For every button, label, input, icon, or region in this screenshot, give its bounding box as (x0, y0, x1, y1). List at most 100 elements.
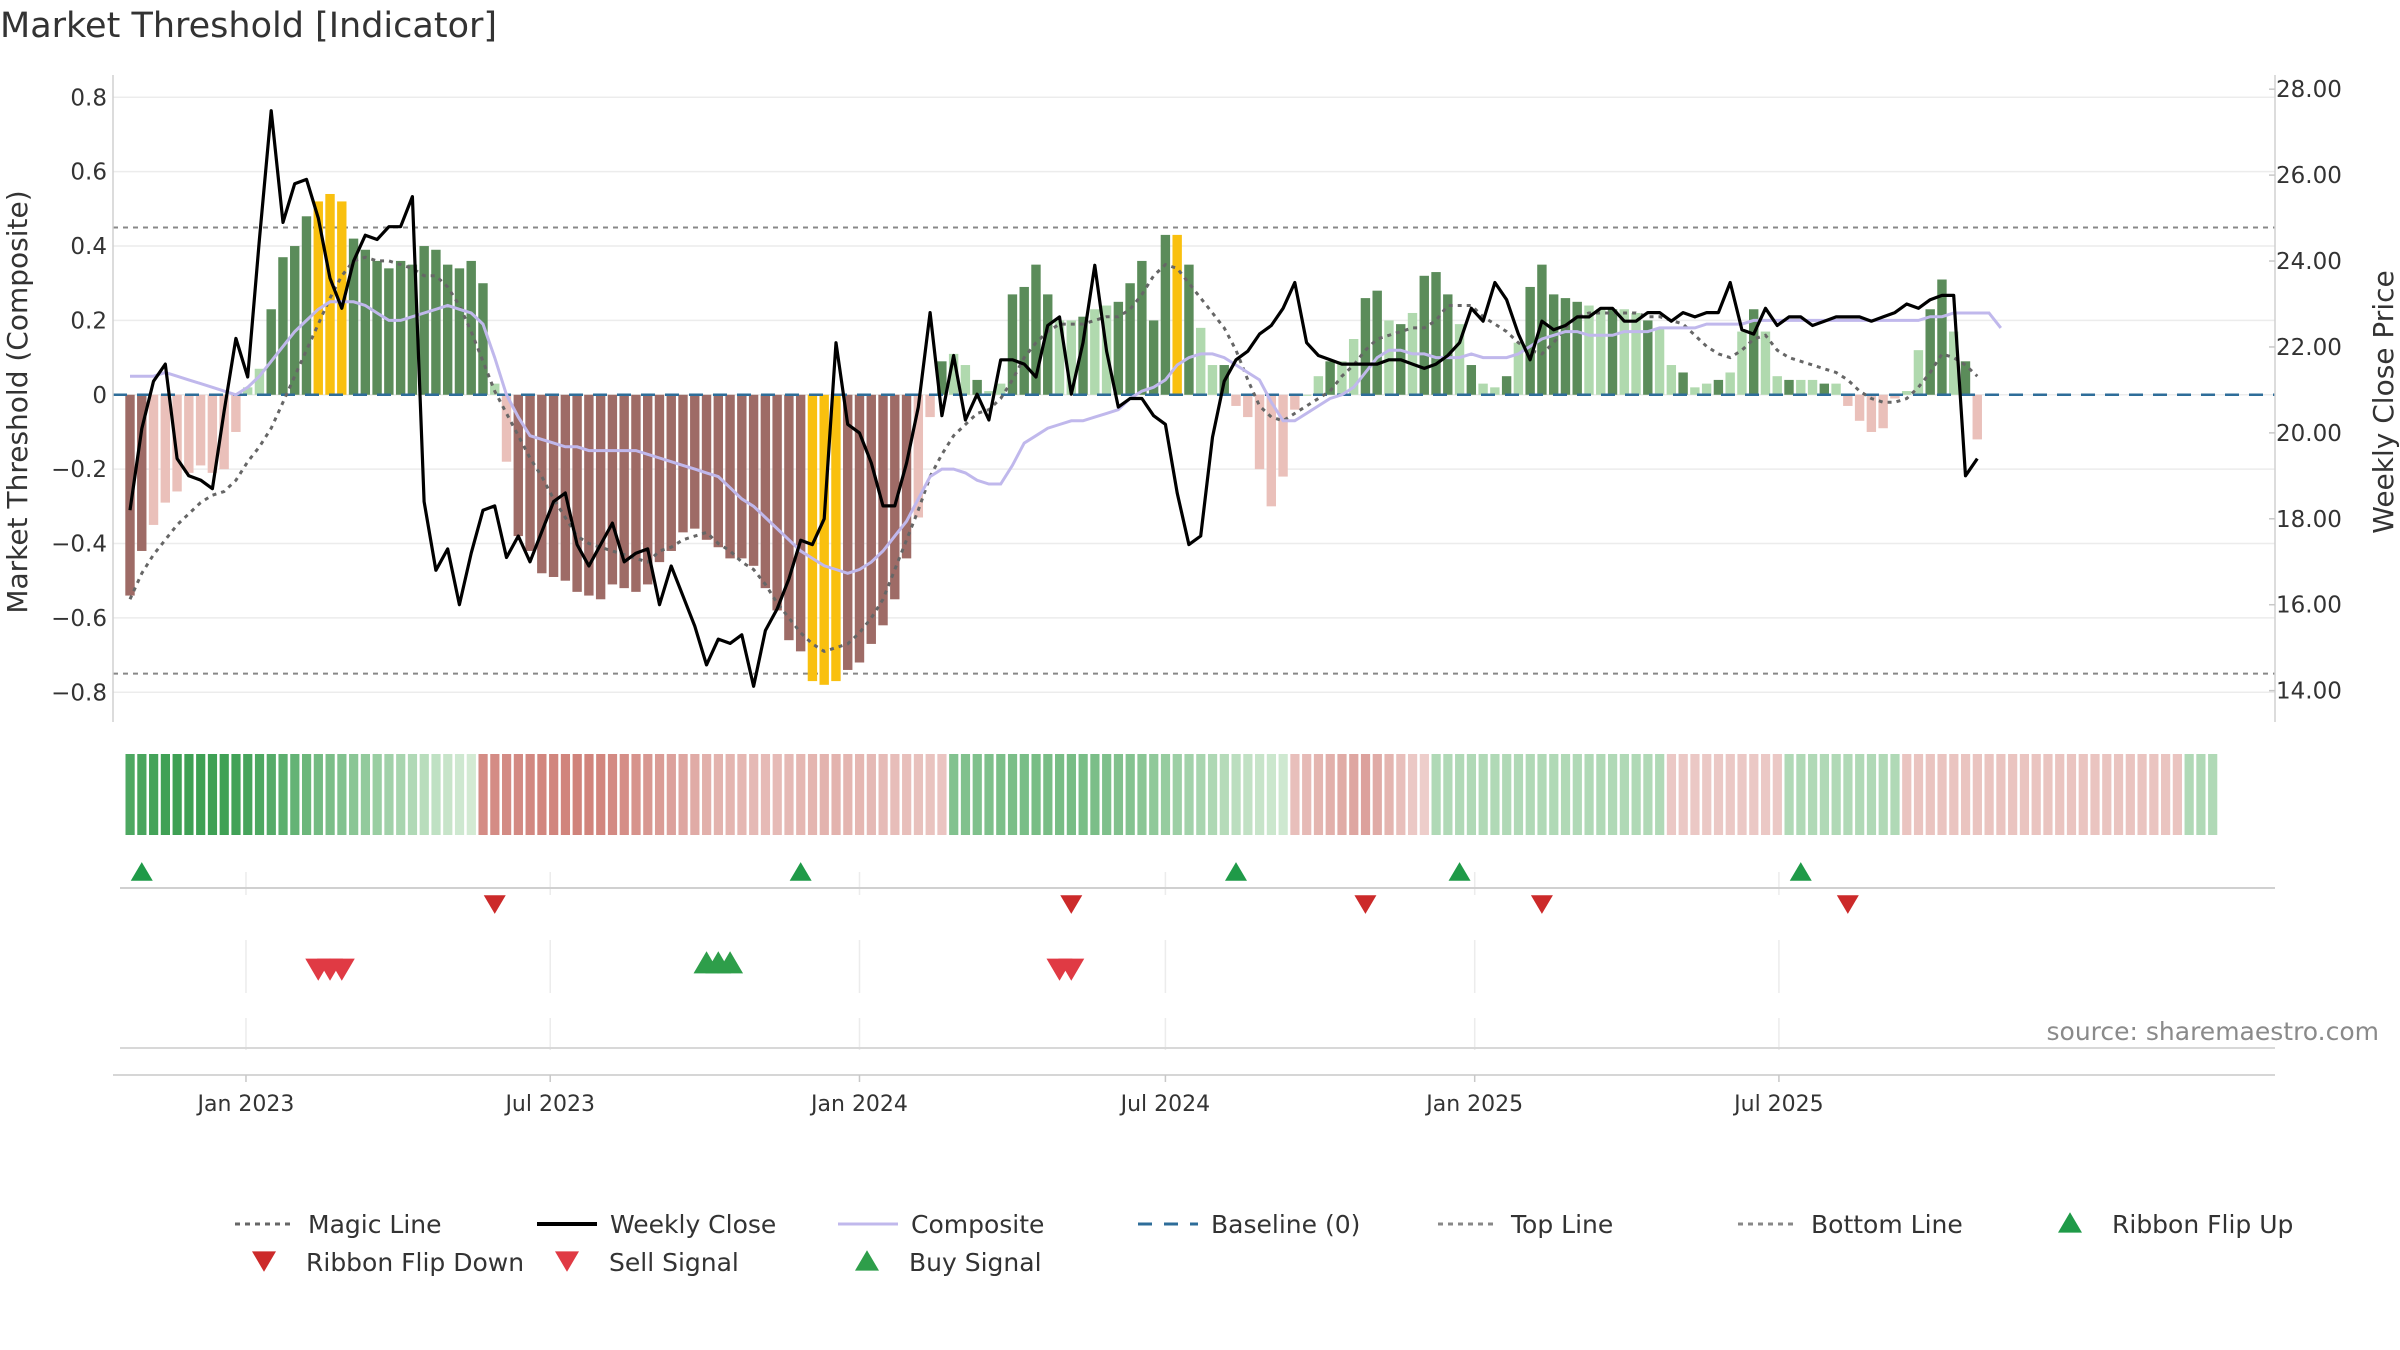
composite-bar (1266, 394, 1276, 507)
ribbon-cell (125, 754, 135, 835)
ribbon-cell (1219, 754, 1229, 835)
y-left-tick-label: 0.6 (70, 160, 107, 186)
composite-bar (1666, 365, 1677, 395)
composite-bar (678, 394, 688, 533)
ribbon-cell (266, 754, 276, 835)
legend-marker-7 (252, 1251, 276, 1272)
composite-bar (572, 394, 582, 592)
source-credit: source: sharemaestro.com (2047, 1017, 2380, 1046)
ribbon-cell (1313, 754, 1324, 835)
composite-bar (1301, 394, 1312, 396)
composite-bar (207, 394, 218, 473)
ribbon-cell (1466, 754, 1477, 835)
composite-bar (1678, 372, 1688, 395)
ribbon-cell (1878, 754, 1888, 835)
composite-bar (748, 394, 759, 566)
ribbon-cell (2208, 754, 2218, 835)
ribbon-flip-up-marker (1789, 862, 1812, 881)
ribbon-cell (1137, 754, 1147, 835)
legend-label: Ribbon Flip Down (306, 1248, 524, 1277)
ribbon-cell (854, 754, 865, 835)
legend: Magic Line Weekly Close Composite Baseline … (235, 1210, 2293, 1277)
ribbon-cell (2172, 754, 2182, 835)
y-left-tick-label: 0.2 (70, 308, 107, 334)
ribbon-cell (678, 754, 688, 835)
chart-title: Market Threshold [Indicator] (0, 6, 497, 46)
composite-bar (548, 394, 559, 577)
ribbon-cell (1396, 754, 1406, 835)
ribbon-cell (690, 754, 700, 835)
composite-bar (478, 283, 488, 395)
axes: 0.8 0.6 0.4 0.2 0 −0.2 −0.4 −0.6 −0.8 28.00 26.00 2… (51, 75, 2342, 1117)
ribbon-cell (784, 754, 794, 835)
ribbon-cell (301, 754, 312, 835)
ribbon-cell (1431, 754, 1441, 835)
composite-bar (1913, 350, 1924, 395)
composite-bar (890, 394, 900, 600)
ribbon-cell (1384, 754, 1394, 835)
composite-bar (1384, 320, 1394, 395)
ribbon-cell (549, 754, 559, 835)
ribbon-cell (2090, 754, 2100, 835)
ribbon-cell (478, 754, 488, 835)
composite-bar (819, 394, 829, 685)
ribbon-cell (760, 754, 771, 835)
ribbon-cell (349, 754, 359, 835)
ribbon-cell (596, 754, 606, 835)
composite-bar (1854, 394, 1865, 421)
ribbon-cell (1172, 754, 1182, 835)
ribbon-cell (1584, 754, 1594, 835)
ribbon-cell (1784, 754, 1794, 835)
composite-bar (1478, 383, 1488, 395)
ribbon-cell (2196, 754, 2206, 835)
sell-signal-marker (328, 958, 355, 981)
ribbon-cell (960, 754, 971, 835)
ribbon-cell (878, 754, 888, 835)
composite-bar (854, 394, 865, 663)
legend-label: Magic Line (308, 1210, 442, 1239)
ribbon-cell (1819, 754, 1829, 835)
ribbon-cell (772, 754, 782, 835)
composite-bar (843, 394, 853, 670)
ribbon-cell (1772, 754, 1782, 835)
composite-bar (348, 238, 359, 395)
composite-bar (1607, 309, 1618, 395)
composite-bar (1125, 283, 1135, 395)
composite-bar (807, 394, 818, 682)
ribbon-cell (1031, 754, 1041, 835)
composite-bar (1772, 376, 1782, 395)
composite-bar (525, 394, 535, 551)
ribbon-cell (384, 754, 394, 835)
composite-bar (1972, 394, 1982, 440)
y-left-tick-label: 0.8 (70, 85, 107, 111)
composite-bar (1654, 327, 1665, 395)
composite-bar (195, 394, 206, 466)
ribbon-cell (1843, 754, 1853, 835)
ribbon-cell (1996, 754, 2006, 835)
composite-bar (1560, 298, 1571, 395)
composite-bar (337, 201, 347, 395)
ribbon-cell (572, 754, 582, 835)
ribbon-flip-down-marker (483, 895, 506, 914)
ribbon-cell (396, 754, 406, 835)
ribbon-cell (1266, 754, 1276, 835)
composite-bar (913, 394, 924, 518)
ribbon-cell (1678, 754, 1688, 835)
ribbon-cell (1337, 754, 1347, 835)
ribbon-cell (1007, 754, 1018, 835)
ribbon-cell (1207, 754, 1218, 835)
ribbon-cell (254, 754, 265, 835)
composite-bar (1831, 383, 1841, 395)
composite-bar (1784, 379, 1794, 395)
ribbon-cell (2161, 754, 2171, 835)
ribbon-cell (1796, 754, 1806, 835)
ribbon-cell (172, 754, 182, 835)
composite-bar (125, 394, 135, 596)
ribbon-cell (1243, 754, 1253, 835)
composite-bar (419, 246, 429, 395)
ribbon-cell (513, 754, 523, 835)
ribbon-cell (1949, 754, 1959, 835)
ribbon-cell (1831, 754, 1841, 835)
composite-bar (1184, 264, 1194, 395)
composite-bar (795, 394, 806, 652)
